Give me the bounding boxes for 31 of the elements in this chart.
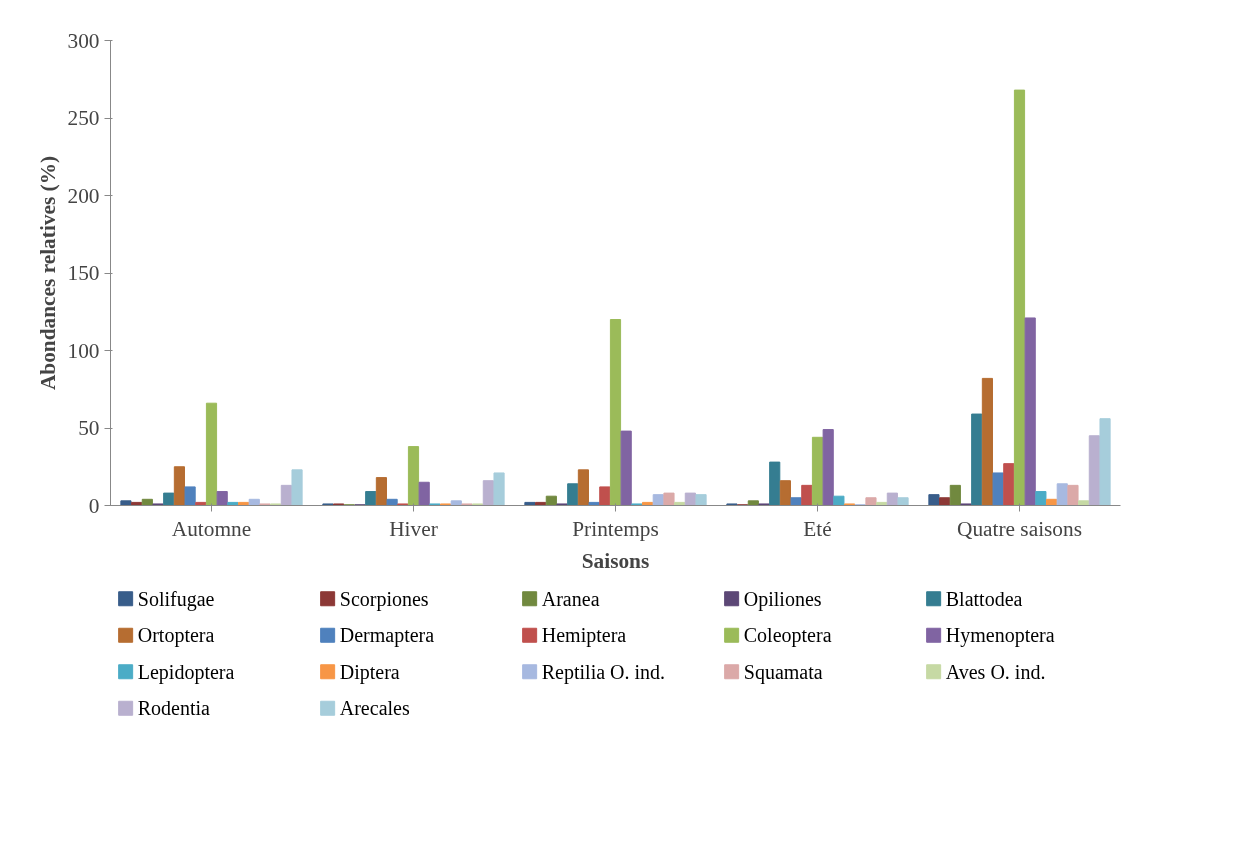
y-axis-title: Abondances relatives (%) [35, 155, 60, 391]
legend-label: Aves O. ind. [945, 660, 1046, 683]
legend-label: Solifugae [137, 587, 215, 611]
x-tick-label: Quatre saisons [957, 516, 1082, 541]
legend-label: Reptilia O. ind. [541, 660, 666, 684]
y-tick-label: 200 [67, 183, 100, 208]
x-tick-label: Automne [171, 516, 252, 541]
legend-label: Diptera [339, 660, 400, 684]
y-tick-label: 250 [67, 106, 100, 130]
legend-label: Scorpiones [339, 587, 429, 611]
legend-label: Hymenoptera [945, 624, 1055, 648]
legend-label: Coleoptera [743, 624, 832, 648]
legend-label: Ortoptera [137, 624, 215, 648]
y-tick-label: 300 [67, 28, 100, 53]
legend-label: Opiliones [743, 587, 822, 611]
legend-label: Squamata [743, 660, 823, 684]
legend-label: Lepidoptera [137, 660, 235, 684]
legend-label: Arecales [339, 697, 410, 720]
x-axis-title: Saisons [581, 548, 650, 573]
y-tick-label: 50 [78, 416, 100, 440]
y-tick-label: 100 [67, 338, 100, 363]
y-tick-label: 150 [67, 261, 100, 285]
legend-label: Hemiptera [541, 624, 627, 648]
legend-label: Dermaptera [339, 624, 435, 648]
legend-label: Rodentia [137, 697, 211, 720]
y-tick-label: 0 [88, 493, 100, 518]
x-tick-label: Eté [803, 516, 832, 541]
x-tick-label: Printemps [572, 516, 659, 541]
legend-label: Blattodea [945, 587, 1023, 610]
x-tick-label: Hiver [389, 516, 438, 541]
legend-label: Aranea [541, 587, 600, 610]
